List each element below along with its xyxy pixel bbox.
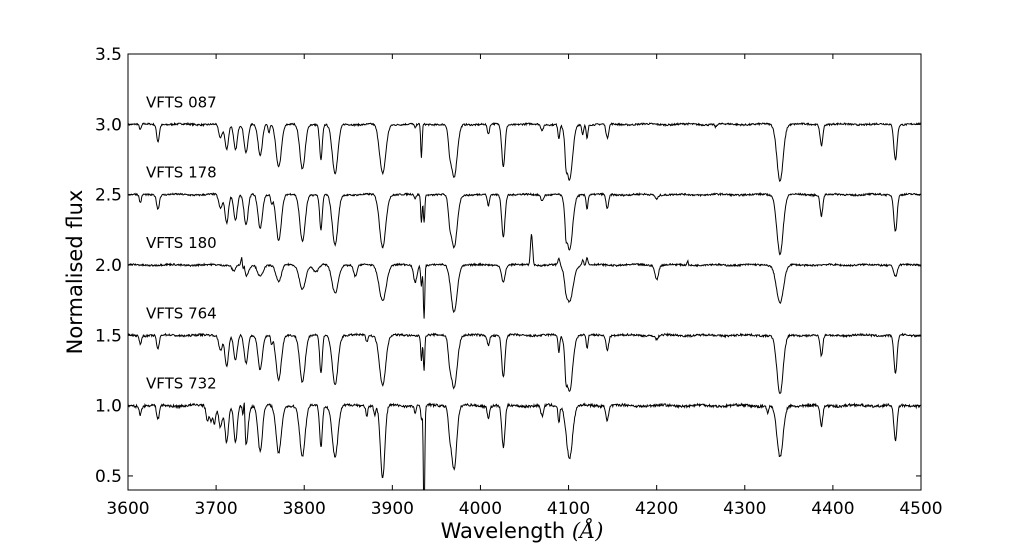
plot-frame — [127, 53, 922, 491]
spectrum-line-vfts-178 — [127, 192, 921, 256]
x-tick-label: 3600 — [106, 499, 149, 519]
series-label: VFTS 764 — [146, 304, 217, 322]
spectrum-line-vfts-180 — [127, 234, 921, 319]
series-label: VFTS 087 — [146, 93, 217, 111]
spectra-traces — [127, 121, 921, 491]
y-tick-label: 2.5 — [95, 186, 122, 206]
x-tick-label: 4500 — [899, 499, 942, 519]
y-tick-label: 2.0 — [95, 256, 122, 276]
series-labels: VFTS 087 VFTS 178 VFTS 180 VFTS 764 VFTS 732 — [146, 93, 217, 392]
y-tick-label: 3.0 — [95, 115, 122, 135]
y-axis-label: Normalised flux — [63, 190, 87, 355]
series-label: VFTS 178 — [146, 164, 217, 182]
x-tick-label: 4200 — [635, 499, 678, 519]
spectrum-line-vfts-087 — [127, 121, 921, 183]
x-tick-label: 3900 — [371, 499, 414, 519]
y-tick-label: 3.5 — [95, 45, 122, 65]
x-axis: 3600 3700 3800 3900 4000 4100 4200 4300 4400 4500 — [106, 54, 943, 519]
x-tick-label: 4400 — [811, 499, 854, 519]
y-tick-label: 1.0 — [95, 397, 122, 417]
x-axis-label: Wavelength (Å) — [441, 518, 604, 543]
x-tick-label: 4100 — [547, 499, 590, 519]
x-tick-label: 4300 — [723, 499, 766, 519]
spectrum-line-vfts-732 — [127, 402, 921, 491]
spectrum-line-vfts-764 — [127, 332, 921, 395]
x-tick-label: 3800 — [283, 499, 326, 519]
y-axis: 0.5 1.0 1.5 2.0 2.5 3.0 3.5 — [95, 45, 921, 487]
x-tick-label: 4000 — [459, 499, 502, 519]
y-tick-label: 0.5 — [95, 467, 122, 487]
y-tick-label: 1.5 — [95, 326, 122, 346]
series-label: VFTS 732 — [146, 375, 217, 393]
x-tick-label: 3700 — [194, 499, 237, 519]
series-label: VFTS 180 — [146, 234, 217, 252]
